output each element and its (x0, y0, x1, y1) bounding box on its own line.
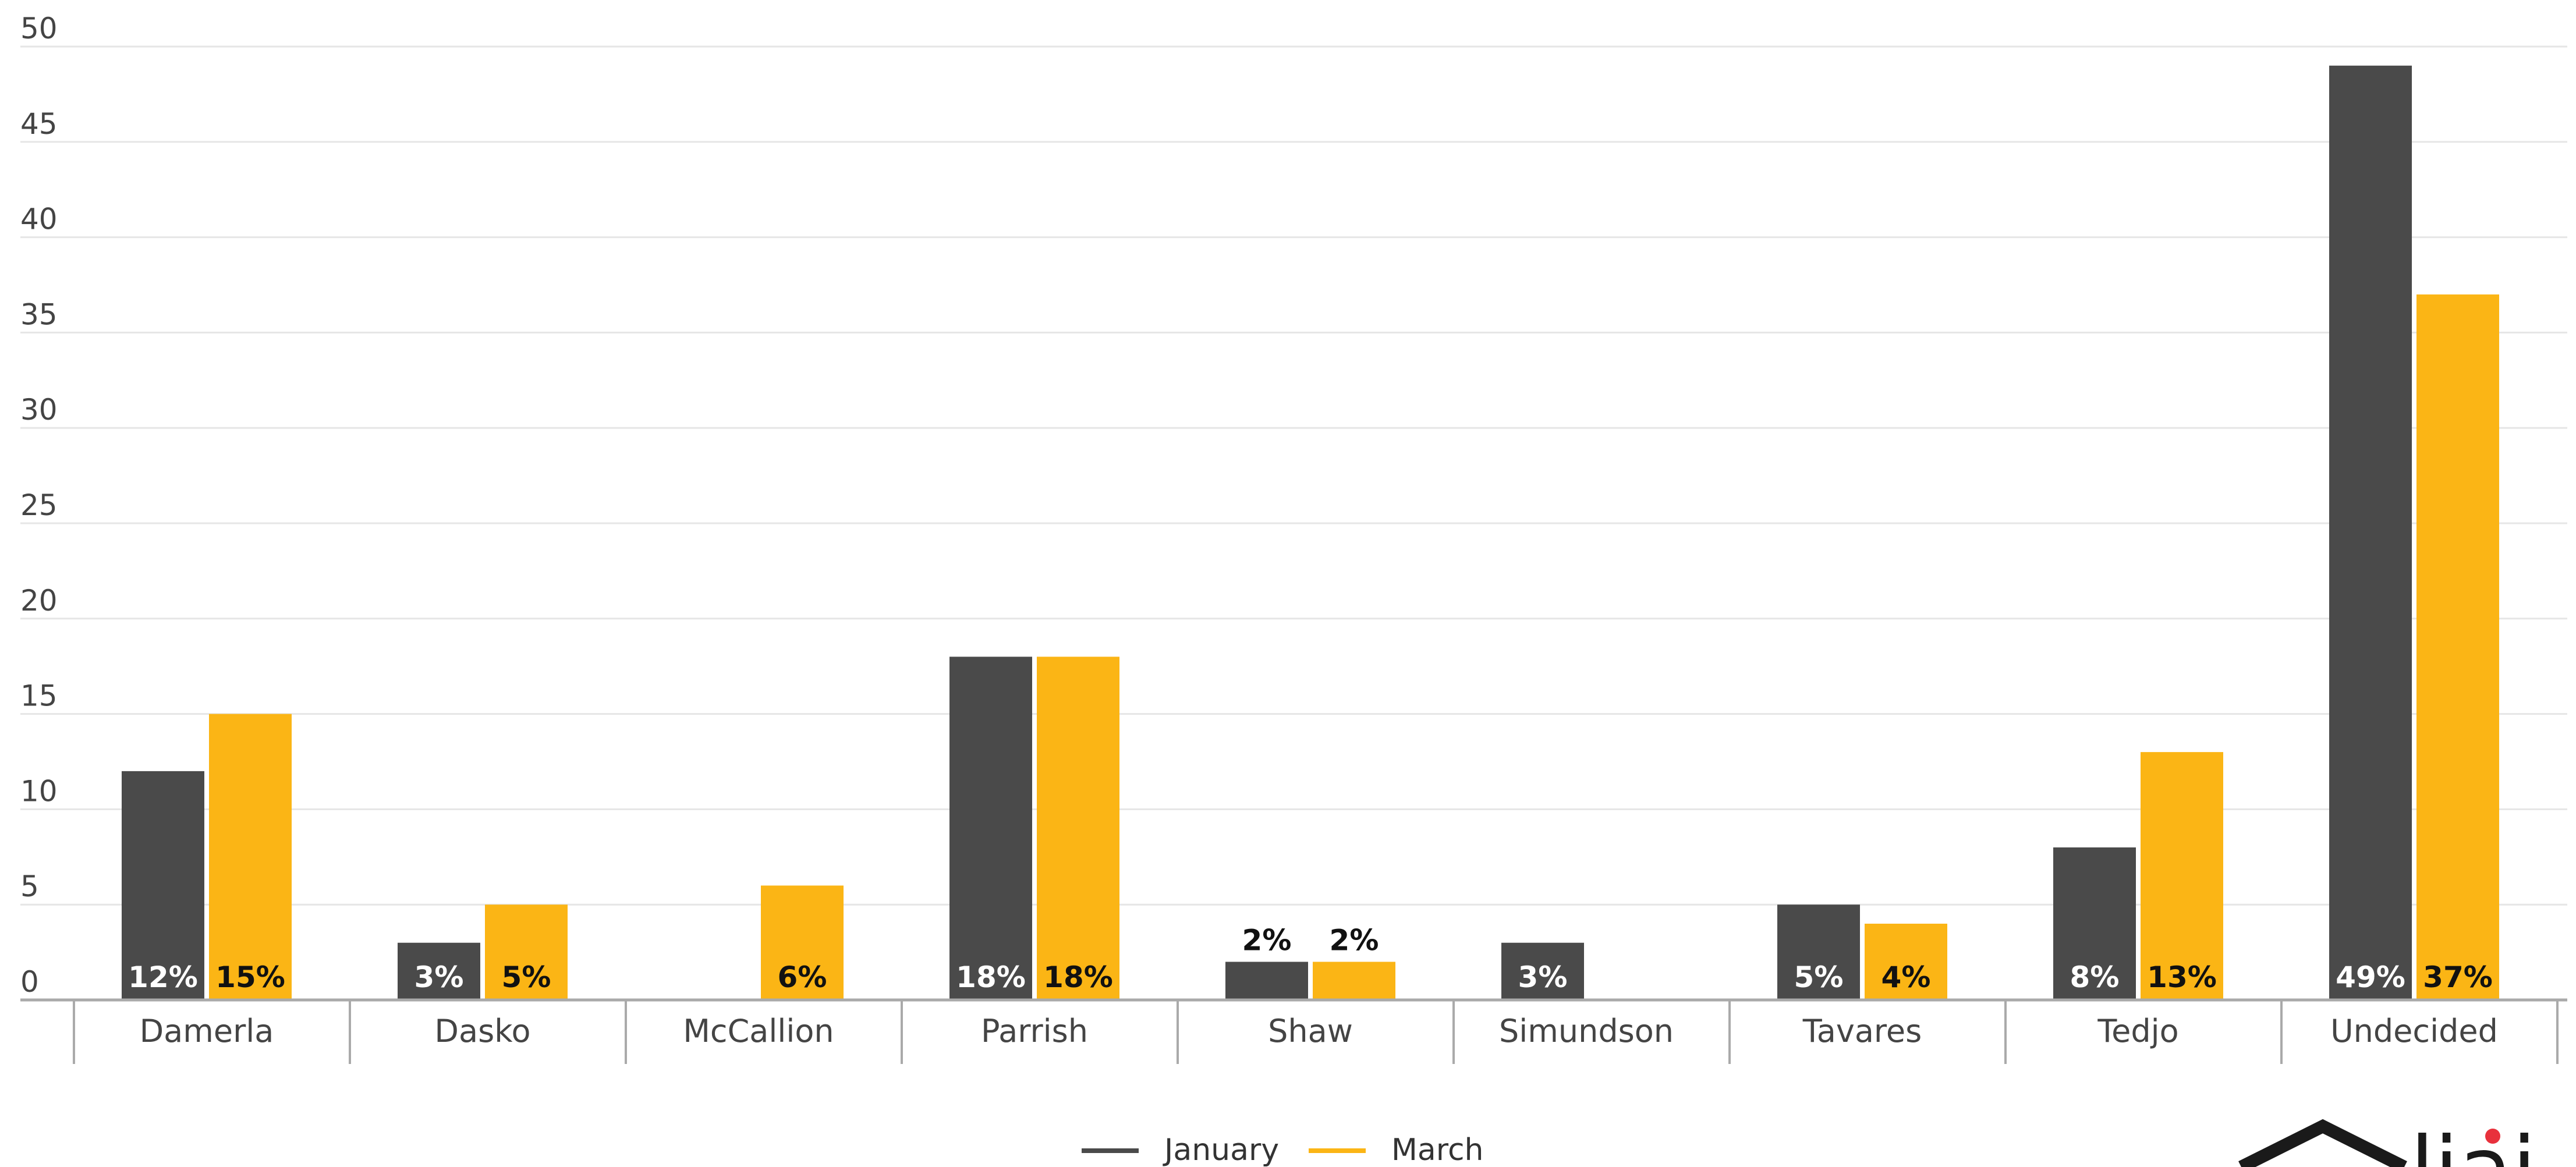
y-tick-label: 20 (20, 584, 58, 618)
y-tick-label: 0 (20, 965, 39, 999)
bar-march-dasko (485, 904, 568, 1000)
legend-label: January (1163, 1133, 1279, 1167)
data-label: 13% (2147, 960, 2217, 994)
x-tick-label: Damerla (140, 1013, 274, 1049)
bars (122, 65, 2499, 1000)
data-labels: 12% 15% 3% 5% 6% 18% 18% 2% 2% 3% 5% 4% 8% 13% 49% 37% (128, 923, 2493, 994)
bar-january-damerla (122, 771, 204, 1000)
legend-item-january: January (1082, 1133, 1279, 1167)
bar-march-undecided (2416, 294, 2499, 1000)
legend-item-march: March (1309, 1133, 1484, 1167)
bar-january-shaw (1225, 962, 1308, 1000)
data-label: 18% (1043, 960, 1113, 994)
y-tick-label: 30 (20, 393, 58, 427)
y-tick-label: 10 (20, 774, 58, 808)
logo-text: liai (2410, 1119, 2536, 1167)
bar-march-shaw (1313, 962, 1395, 1000)
data-label: 12% (128, 960, 198, 994)
x-tick-label: Dasko (434, 1013, 530, 1049)
logo-accent-dot (2485, 1129, 2500, 1144)
bar-january-simundson (1501, 942, 1584, 1000)
data-label: 8% (2070, 960, 2120, 994)
y-axis: 0 5 10 15 20 25 30 35 40 45 50 (20, 12, 58, 999)
data-label: 5% (1794, 960, 1844, 994)
x-tick-label: Simundson (1499, 1013, 1674, 1049)
gridlines (20, 45, 2567, 906)
y-tick-label: 5 (20, 870, 39, 903)
bar-january-parrish (949, 657, 1032, 1000)
data-label: 15% (215, 960, 285, 994)
bar-january-tedjo (2053, 847, 2136, 1000)
y-tick-label: 50 (20, 12, 58, 45)
y-tick-label: 35 (20, 297, 58, 331)
bar-january-dasko (398, 942, 480, 1000)
legend-label: March (1391, 1133, 1484, 1167)
data-label: 49% (2336, 960, 2405, 994)
data-label: 5% (502, 960, 551, 994)
y-tick-label: 45 (20, 107, 58, 141)
data-label: 3% (414, 960, 464, 994)
bar-january-tavares (1777, 904, 1860, 1000)
bar-march-tavares (1865, 923, 1947, 1000)
data-label: 2% (1242, 923, 1292, 957)
bar-march-mccallion (761, 885, 844, 1000)
data-label: 6% (778, 960, 827, 994)
x-tick-label: Parrish (981, 1013, 1088, 1049)
x-tick-label: Tavares (1802, 1013, 1922, 1049)
bar-january-undecided (2329, 65, 2412, 1000)
data-label: 18% (956, 960, 1026, 994)
x-tick-label: Shaw (1268, 1013, 1353, 1049)
logo-house-icon (2238, 1119, 2407, 1167)
logo: liai (2238, 1119, 2536, 1167)
data-label: 4% (1881, 960, 1931, 994)
data-label: 2% (1330, 923, 1379, 957)
y-tick-label: 40 (20, 203, 58, 236)
y-tick-label: 25 (20, 488, 58, 522)
y-tick-label: 15 (20, 679, 58, 713)
data-label: 37% (2423, 960, 2493, 994)
data-label: 3% (1518, 960, 1568, 994)
x-tick-label: Undecided (2330, 1013, 2498, 1049)
x-tick-label: Tedjo (2097, 1013, 2178, 1049)
legend: January March (1082, 1133, 1484, 1167)
bar-march-parrish (1037, 657, 1119, 1000)
bar-march-damerla (209, 714, 292, 1000)
x-tick-label: McCallion (683, 1013, 834, 1049)
bar-march-tedjo (2141, 752, 2223, 1000)
x-axis: Damerla Dasko McCallion Parrish Shaw Simundso… (20, 998, 2567, 1064)
